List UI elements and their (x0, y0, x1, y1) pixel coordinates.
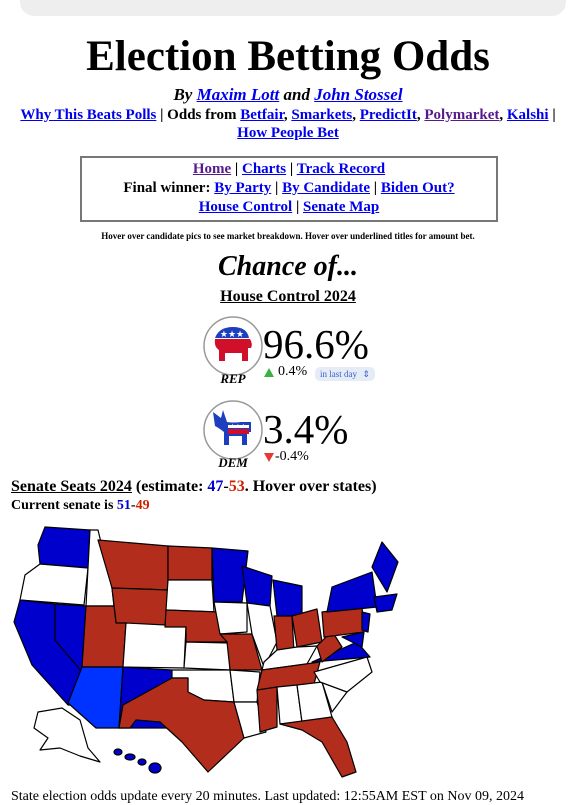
text: (estimate: (131, 478, 208, 495)
nav-line: Final winner: By Party | By Candidate | … (82, 179, 496, 198)
link[interactable]: By Candidate (282, 180, 371, 196)
text: , (352, 107, 360, 123)
link[interactable]: Senate Map (303, 199, 380, 215)
rep-current: 49 (135, 498, 150, 513)
byline: By Maxim Lott and John Stossel (0, 85, 576, 105)
nav-line: House Control | Senate Map (82, 198, 496, 217)
author-link[interactable]: Maxim Lott (196, 85, 280, 104)
up-arrow (264, 368, 274, 377)
chance: 3.4% (263, 406, 349, 452)
link[interactable]: Betfair (240, 107, 284, 123)
text: Final winner: (123, 180, 215, 196)
text: Current senate is (11, 498, 117, 513)
nav-line: Home | Charts | Track Record (82, 160, 496, 179)
current-senate: Current senate is 51-49 (11, 498, 150, 514)
period-select[interactable]: in last day ⇕ (315, 367, 375, 381)
change: 0.4% (278, 364, 308, 379)
text: , (499, 107, 507, 123)
text: - (130, 498, 136, 513)
dem-icon[interactable]: ★★★ (201, 398, 265, 462)
party-label: REP (220, 371, 246, 386)
text: , (416, 107, 425, 123)
senate-title[interactable]: Senate Seats 2024 (11, 478, 132, 495)
senate-headline: Senate Seats 2024 (estimate: 47-53. Hove… (11, 478, 377, 496)
text: and (279, 85, 315, 104)
link[interactable]: Smarkets (291, 107, 353, 123)
link[interactable]: Why This Beats Polls (20, 107, 157, 123)
svg-text:★★★: ★★★ (230, 423, 246, 430)
link[interactable]: Kalshi (506, 107, 549, 123)
link[interactable]: Charts (241, 161, 287, 177)
text: | (548, 107, 556, 123)
sources: Why This Beats Polls | Odds from Betfair… (8, 106, 568, 142)
text: | (231, 161, 242, 177)
change: -0.4% (275, 449, 309, 464)
period: in last day (320, 369, 357, 379)
text: . Hover over states) (244, 478, 377, 495)
chance: 96.6% (263, 321, 369, 367)
select-chevron: ⇕ (362, 369, 370, 379)
footer: State election odds update every 20 minu… (11, 789, 524, 804)
text: | (292, 199, 304, 215)
link[interactable]: Polymarket (424, 107, 500, 123)
dem-seats: 47 (207, 478, 224, 495)
text: | (370, 180, 381, 196)
link[interactable]: House Control (198, 199, 293, 215)
text: , (283, 107, 292, 123)
link[interactable]: PredictIt (359, 107, 417, 123)
text: | (271, 180, 283, 196)
text: - (223, 478, 229, 495)
party-label: DEM (218, 455, 248, 470)
title: Election Betting Odds (86, 33, 490, 80)
down-arrow (264, 453, 274, 462)
svg-text:★★★: ★★★ (220, 329, 244, 339)
text: | Odds from (156, 107, 241, 123)
dem-current: 51 (116, 498, 131, 513)
nav-box: Home | Charts | Track Record Final winne… (80, 156, 498, 222)
heading: Chance of... (218, 251, 358, 282)
link[interactable]: Home (192, 161, 232, 177)
rep-icon[interactable]: ★★★ (201, 314, 265, 378)
senate-map (13, 526, 399, 778)
market-title: House Control 2024 (220, 288, 356, 305)
hint: Hover over candidate pics to see market … (101, 231, 475, 241)
link[interactable]: Biden Out? (380, 180, 455, 196)
link[interactable]: How People Bet (237, 125, 339, 141)
link[interactable]: Track Record (296, 161, 386, 177)
link[interactable]: By Party (214, 180, 272, 196)
states[interactable] (13, 526, 399, 778)
browser-bar (20, 0, 566, 16)
rep-seats: 53 (228, 478, 245, 495)
text: | (286, 161, 297, 177)
text: By (173, 85, 197, 104)
author-link[interactable]: John Stossel (314, 85, 403, 104)
